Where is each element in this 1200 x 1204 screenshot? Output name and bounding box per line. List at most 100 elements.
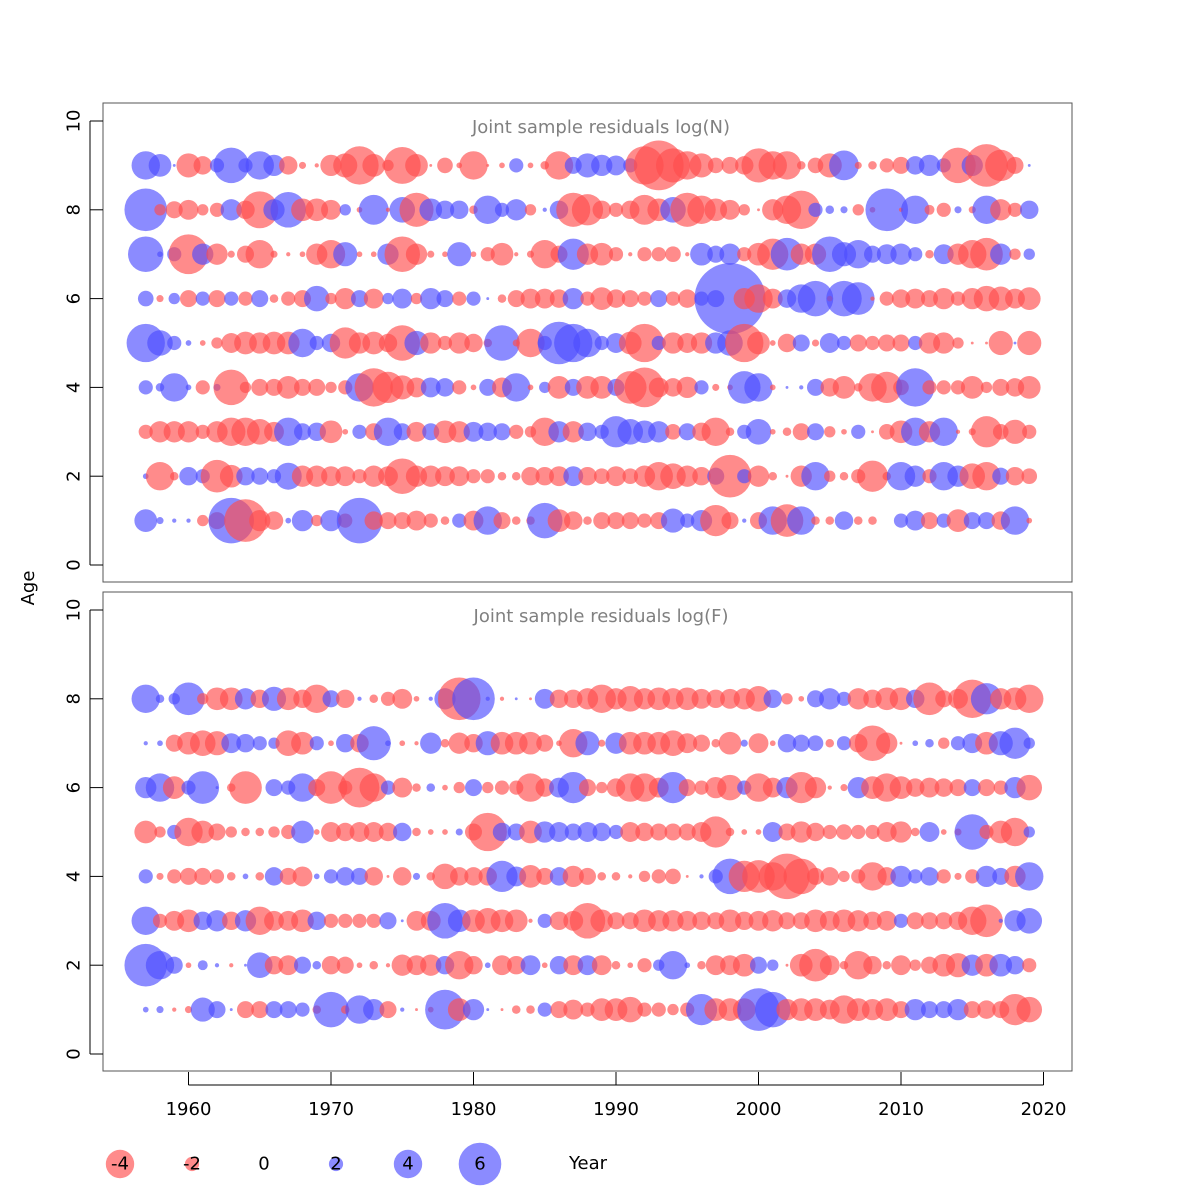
bubble-age4-1967 [276,376,300,399]
legend-bubble [328,1156,344,1172]
bubble-age8-1975 [392,688,413,709]
bubble-age7-2011 [908,247,923,262]
bubble-age5-2018 [1013,341,1017,345]
bubble-age3-2016 [970,904,1003,938]
bubble-age7-1968 [299,251,306,258]
bubble-age3-2006 [841,428,847,435]
bubble-age5-1998 [725,827,735,837]
bubble-age1-1977 [423,513,438,528]
bubble-age6-1958 [156,295,164,303]
bubble-age3-1965 [246,419,273,445]
bubble-age5-1979 [455,828,463,836]
y-axis-label: Age [18,571,39,606]
bubble-age4-1973 [364,867,383,886]
bubble-age9-1976 [405,154,428,177]
bubble-age8-1983 [505,199,527,221]
bubble-age5-1999 [741,829,748,835]
bubble-age2-1963 [229,963,234,968]
bubble-age4-1960 [185,384,192,391]
bubble-age3-1968 [293,423,312,441]
bubble-age8-1971 [339,204,351,216]
bubble-age8-1974 [385,207,391,212]
legend-bubble [105,1149,135,1179]
bubble-age2-1960 [179,466,198,486]
bubble-age6-1978 [436,290,454,308]
bubble-age9-1980 [459,151,488,180]
bubble-age9-1998 [721,156,739,174]
bubble-age1-2014 [946,509,970,532]
bubble-age8-2000 [757,208,760,212]
bubble-age4-1968 [293,378,312,396]
bubble-age3-2011 [906,912,924,930]
bubble-age8-1990 [608,202,624,217]
y-tick-label: 2 [64,470,85,481]
bubble-age3-1957 [138,424,153,439]
bubble-age4-1979 [450,867,469,886]
bubble-age3-1973 [366,913,381,928]
bubble-age7-1995 [677,733,698,754]
bubble-age9-1983 [509,158,524,173]
bubble-age6-1994 [665,291,681,306]
bubble-age9-2007 [854,161,862,169]
bubble-age2-1960 [185,962,192,969]
bubble-age8-1963 [220,199,242,221]
panel-title: Joint sample residuals log(N) [471,117,730,138]
bubble-age5-1971 [336,822,355,842]
bubble-age2-1965 [251,467,269,485]
bubble-age4-1975 [393,867,412,886]
bubble-age7-2005 [825,738,835,748]
bubble-age5-2001 [769,340,776,346]
panel-2: Joint sample residuals log(F) 0 2 4 6 8 10 [64,591,1073,1072]
bubble-age5-1962 [211,337,223,349]
bubble-age3-1974 [379,912,397,930]
bubble-age3-1994 [662,910,684,932]
bubble-age3-1961 [195,424,210,439]
bubble-age9-1961 [193,156,212,175]
bubble-age5-2010 [892,334,910,352]
bubble-age6-1962 [208,290,226,308]
bubble-age5-1958 [147,330,173,356]
x-tick-label: 1960 [166,1099,212,1120]
bubble-age8-1969 [302,684,331,713]
bubble-age7-1957 [143,741,148,746]
bubble-age7-1978 [440,738,450,748]
bubble-age4-1994 [663,378,683,397]
bubble-age1-1958 [156,517,164,525]
bubble-age7-1998 [718,731,742,755]
bubble-age5-2017 [988,330,1013,356]
bubble-age6-1993 [650,290,668,308]
bubble-age1-1976 [415,1008,418,1012]
bubble-age4-2012 [922,380,937,395]
bubble-age6-2019 [1017,287,1041,310]
bubble-age1-1981 [486,1008,490,1012]
bubble-age4-1996 [699,874,704,879]
bubble-age8-1977 [428,696,433,701]
bubble-age3-2005 [824,426,836,438]
bubble-age5-1987 [564,823,582,841]
bubble-age3-1997 [701,417,730,446]
bubble-age6-1962 [215,786,219,790]
bubble-age8-1998 [720,199,740,220]
bubble-age6-1975 [392,288,413,309]
bubble-age8-1976 [413,695,420,702]
bubble-age4-2006 [832,376,856,399]
bubbles-2 [124,677,1044,1031]
bubble-age2-1987 [563,466,584,487]
bubble-age1-1987 [564,511,583,530]
bubble-age2-2007 [844,951,873,980]
bubble-age4-1963 [226,872,236,881]
bubble-age4-2008 [858,862,887,891]
bubble-age7-2008 [863,245,882,263]
bubble-age1-1974 [379,1001,397,1019]
bubble-age6-1984 [520,288,541,309]
panels: Joint sample residuals log(N)0246810Join… [64,102,1073,1072]
bubble-age4-1981 [479,378,497,396]
bubble-age2-2000 [749,956,768,974]
bubble-age5-2002 [778,823,796,841]
bubble-age4-1988 [578,867,597,885]
bubble-age8-2001 [763,689,782,709]
bubble-age7-1992 [637,247,652,262]
bubble-age5-1961 [191,820,215,844]
bubble-age9-1978 [437,157,453,174]
bubble-age1-1999 [742,518,747,523]
